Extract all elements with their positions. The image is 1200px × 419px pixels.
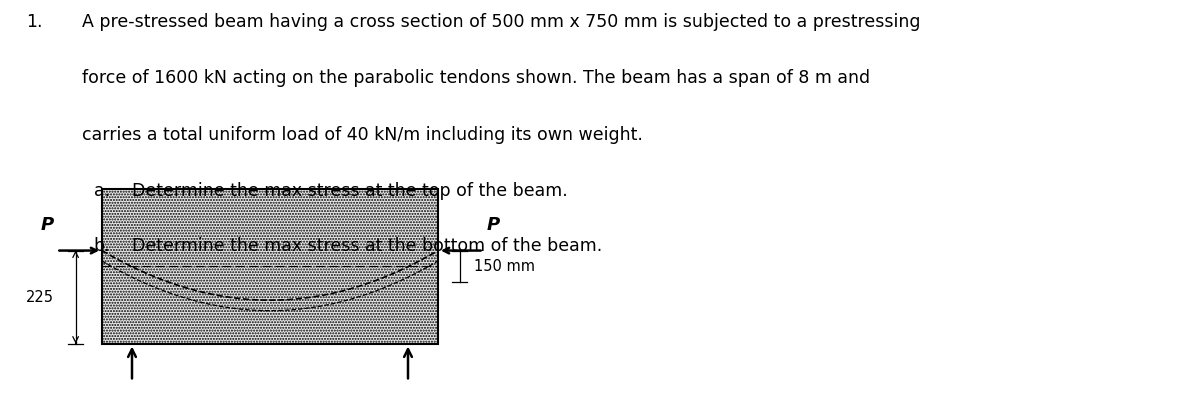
Text: 150 mm: 150 mm [474, 259, 535, 274]
Text: 1.: 1. [26, 13, 43, 31]
Text: a.: a. [94, 182, 109, 200]
Text: Determine the max stress at the bottom of the beam.: Determine the max stress at the bottom o… [132, 237, 602, 255]
Text: P: P [486, 216, 500, 234]
Text: Determine the max stress at the top of the beam.: Determine the max stress at the top of t… [132, 182, 568, 200]
Text: force of 1600 kN acting on the parabolic tendons shown. The beam has a span of 8: force of 1600 kN acting on the parabolic… [82, 69, 870, 87]
Text: b.: b. [94, 237, 110, 255]
Text: P: P [40, 216, 54, 234]
Bar [102, 189, 438, 344]
Text: 225: 225 [26, 290, 54, 305]
Text: A pre-stressed beam having a cross section of 500 mm x 750 mm is subjected to a : A pre-stressed beam having a cross secti… [82, 13, 920, 31]
Text: carries a total uniform load of 40 kN/m including its own weight.: carries a total uniform load of 40 kN/m … [82, 126, 642, 144]
